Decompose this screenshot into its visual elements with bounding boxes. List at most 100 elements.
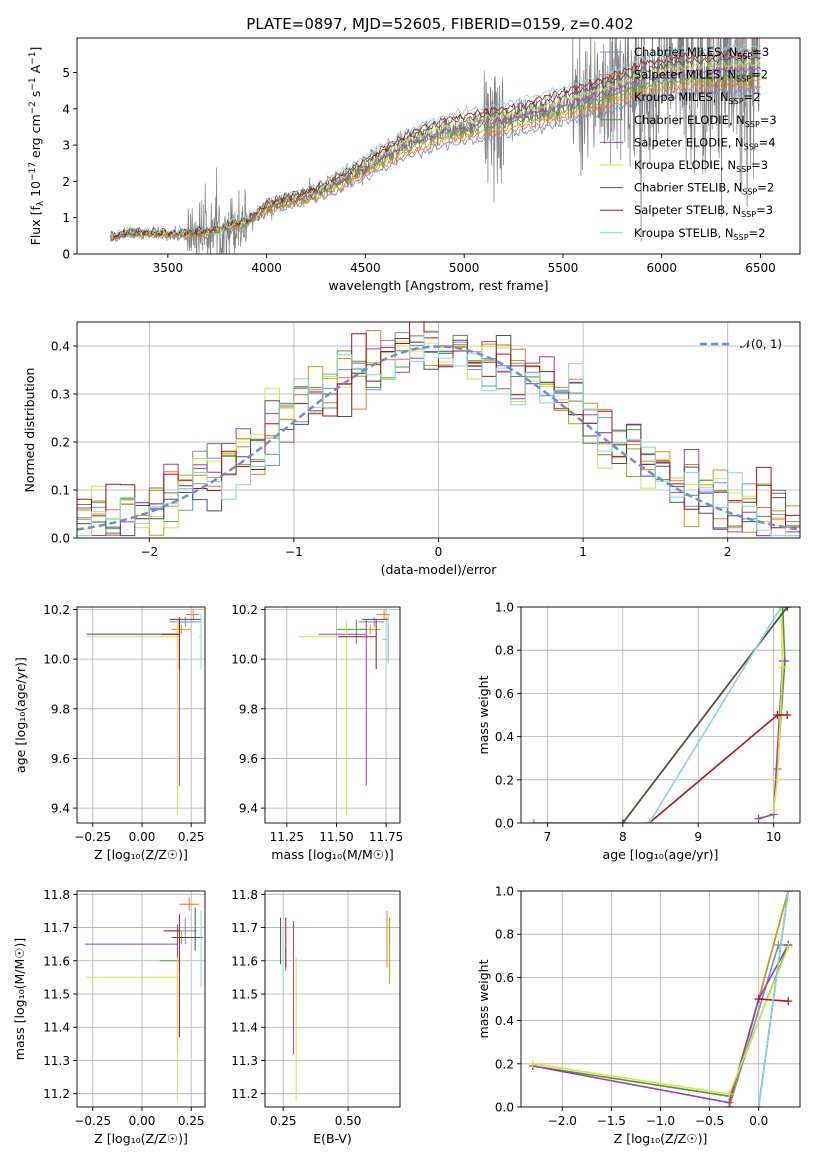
mass-weight-marker (529, 819, 538, 823)
mass-weight-marker (725, 1098, 734, 1107)
y-tick-label: 11.7 (43, 921, 70, 935)
mass-weight-marker (773, 711, 782, 719)
y-tick-label: 9.4 (239, 802, 258, 816)
legend-count: =3 (751, 158, 768, 172)
y-axis-label-part: λ (36, 200, 46, 206)
y-axis-label: mass weight (476, 675, 491, 754)
model-spectrum-salpeter-elodie (110, 65, 761, 242)
axes-mass_vs_Z: −0.25 0.00 0.25 11.2 11.3 11.4 11.5 11.6 11.7 11.… (12, 888, 206, 1146)
y-tick-label: 9.6 (239, 752, 258, 766)
x-tick-label: 10 (766, 830, 781, 844)
y-tick-label: 11.8 (231, 888, 258, 902)
x-axis-label: mass [log₁₀(M/M☉)] (271, 847, 393, 862)
plot-area-mass_weight_vs_Z (528, 891, 793, 1107)
legend-subscript: SSP (742, 188, 757, 197)
y-tick-label: 0.4 (495, 730, 514, 744)
y-axis-label-part: erg cm (28, 114, 43, 162)
model-spectrum-chabrier-elodie (110, 72, 761, 241)
x-tick-label: −1.0 (646, 1114, 675, 1128)
mass-weight-marker (784, 943, 793, 952)
legend-count: =3 (760, 113, 777, 127)
mass-weight-marker (784, 997, 793, 1006)
axes-mass_weight_vs_Z: −2.0 −1.5 −1.0 −0.5 0.0 0.0 0.2 0.4 0.6 0.8 1.0 Z [… (476, 885, 801, 1146)
errorbar-point (336, 619, 367, 645)
errorbar-point (163, 914, 180, 1038)
y-tick-label: 9.8 (239, 702, 258, 716)
mass-weight-marker (784, 891, 793, 895)
plot-area-spectrum (110, 38, 761, 254)
y-tick-label: 1.0 (495, 601, 514, 615)
y-tick-label: 11.4 (231, 1021, 258, 1035)
legend-entry: Salpeter ELODIE, NSSP=4 (634, 135, 776, 151)
y-tick-label: 10.2 (231, 603, 258, 617)
legend-subscript: SSP (741, 210, 756, 219)
axes-residuals: −2 −1 0 1 2 0.0 0.1 0.2 0.3 0.4 (data-model)/error… (22, 321, 801, 577)
mass-weight-marker (528, 1059, 537, 1068)
mass-weight-marker (783, 711, 792, 719)
y-tick-label: 9.8 (51, 702, 70, 716)
axes-frame (76, 890, 206, 1108)
plot-area-age_vs_Z (86, 609, 202, 816)
errorbar-point (86, 619, 178, 816)
plot-area-mass_weight_vs_age (529, 607, 792, 823)
errorbar-point (382, 614, 389, 665)
mass-weight-marker (778, 607, 787, 611)
y-tick-label: 0.2 (495, 1057, 514, 1071)
errorbar-point (199, 910, 202, 988)
x-tick-label: 11.25 (270, 830, 304, 844)
legend-entry: Kroupa ELODIE, NSSP=3 (634, 158, 768, 174)
axes-frame (520, 606, 801, 824)
axes-mass_weight_vs_age: 7 8 9 10 0.0 0.2 0.4 0.6 0.8 1.0 age [log₁₀(age/yr… (476, 601, 801, 862)
errorbar-point (86, 957, 178, 1101)
y-axis-label-part: −17 (28, 162, 38, 181)
y-tick-label: 11.6 (43, 954, 70, 968)
y-tick-label: 0.6 (495, 687, 514, 701)
y-tick-label: 0.6 (495, 971, 514, 985)
errorbar-point (358, 616, 385, 627)
x-tick-label: −1 (285, 545, 303, 559)
axes-frame (264, 890, 401, 1108)
y-tick-label: 9.4 (51, 802, 70, 816)
legend-entry: Kroupa MILES, NSSP=2 (634, 90, 760, 106)
y-axis-label: mass [log₁₀(M/M☉)] (12, 938, 27, 1060)
mass-weight-marker (618, 819, 627, 823)
x-tick-label: −1.5 (597, 1114, 626, 1128)
y-tick-label: 0.4 (51, 340, 70, 354)
axes-age_vs_mass: 11.25 11.50 11.75 9.4 9.6 9.8 10.0 10.2 mass [lo… (231, 603, 403, 862)
y-tick-label: 11.2 (231, 1087, 258, 1101)
y-tick-label: 5 (62, 66, 70, 80)
mass-weight-marker (773, 775, 782, 784)
x-tick-label: 8 (619, 830, 627, 844)
x-tick-label: −2.0 (548, 1114, 577, 1128)
y-tick-label: 11.3 (231, 1054, 258, 1068)
y-tick-label: 0.4 (495, 1014, 514, 1028)
x-tick-label: −0.5 (695, 1114, 724, 1128)
x-axis-label: Z [log₁₀(Z/Z☉)] (614, 1131, 708, 1146)
legend-subscript: SSP (736, 165, 751, 174)
y-tick-label: 1.0 (495, 885, 514, 899)
y-tick-label: 0.0 (495, 1101, 514, 1115)
mass-weight-line (772, 607, 784, 811)
y-axis-label-part: 10 (28, 181, 43, 201)
observed-spectrum-line (110, 38, 760, 254)
y-tick-label: 10.0 (43, 653, 70, 667)
errorbar-point (199, 614, 202, 670)
y-tick-label: 11.4 (43, 1021, 70, 1035)
mass-weight-marker (778, 663, 787, 672)
x-axis-label: (data-model)/error (381, 562, 498, 577)
y-tick-label: 3 (62, 139, 70, 153)
legend-label: Kroupa STELIB, N (634, 226, 734, 240)
plot-area-mass_vs_Z (84, 897, 204, 1101)
axes-age_vs_Z: −0.25 0.00 0.25 9.4 9.6 9.8 10.0 10.2 Z [log₁₀(Z… (13, 603, 206, 862)
y-tick-label: 11.2 (43, 1087, 70, 1101)
y-tick-label: 0.8 (495, 928, 514, 942)
y-tick-label: 11.5 (43, 988, 70, 1002)
y-tick-label: 0.3 (51, 388, 70, 402)
y-axis-label-part: Flux [f (28, 206, 43, 246)
x-axis-label: Z [log₁₀(Z/Z☉)] (94, 1131, 188, 1146)
x-axis-label: Z [log₁₀(Z/Z☉)] (94, 847, 188, 862)
x-tick-label: 0 (435, 545, 443, 559)
legend-entry: Chabrier STELIB, NSSP=2 (634, 181, 774, 197)
